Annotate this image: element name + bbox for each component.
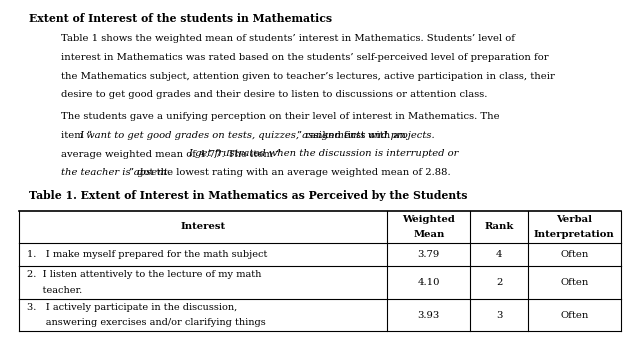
Text: Verbal: Verbal [556, 215, 593, 224]
Text: item “: item “ [61, 131, 92, 140]
Text: Often: Often [560, 250, 589, 259]
Text: average weighted mean of 4.77. The item “: average weighted mean of 4.77. The item … [61, 149, 281, 159]
Text: Interest: Interest [180, 222, 226, 231]
Text: Mean: Mean [413, 230, 445, 239]
Text: 3.79: 3.79 [418, 250, 440, 259]
Text: the teacher is absent.: the teacher is absent. [61, 168, 170, 177]
Text: ” got the lowest rating with an average weighted mean of 2.88.: ” got the lowest rating with an average … [129, 168, 451, 177]
Text: 2: 2 [496, 278, 502, 287]
Text: 4.10: 4.10 [417, 278, 440, 287]
Text: Often: Often [560, 311, 589, 320]
Text: 3: 3 [496, 311, 502, 320]
Text: the Mathematics subject, attention given to teacher’s lectures, active participa: the Mathematics subject, attention given… [61, 72, 555, 81]
Text: 3.   I actively participate in the discussion,: 3. I actively participate in the discuss… [27, 303, 237, 312]
Text: 1.   I make myself prepared for the math subject: 1. I make myself prepared for the math s… [27, 250, 268, 259]
Text: Weighted: Weighted [403, 215, 455, 224]
Text: Table 1 shows the weighted mean of students’ interest in Mathematics. Students’ : Table 1 shows the weighted mean of stude… [61, 34, 515, 43]
Text: Rank: Rank [484, 222, 514, 231]
Text: 4: 4 [496, 250, 502, 259]
Text: The students gave a unifying perception on their level of interest in Mathematic: The students gave a unifying perception … [61, 112, 499, 121]
Text: answering exercises and/or clarifying things: answering exercises and/or clarifying th… [27, 319, 266, 328]
Text: Table 1. Extent of Interest in Mathematics as Perceived by the Students: Table 1. Extent of Interest in Mathemati… [29, 190, 467, 201]
Text: Interpretation: Interpretation [534, 230, 615, 239]
Text: ” ranked first with an: ” ranked first with an [297, 131, 406, 140]
Text: desire to get good grades and their desire to listen to discussions or attention: desire to get good grades and their desi… [61, 90, 487, 99]
Text: Extent of Interest of the students in Mathematics: Extent of Interest of the students in Ma… [29, 13, 332, 24]
Text: I want to get good grades on tests, quizzes, assignments and projects.: I want to get good grades on tests, quiz… [79, 131, 435, 140]
Text: Often: Often [560, 278, 589, 287]
Text: 3.93: 3.93 [418, 311, 440, 320]
Text: teacher.: teacher. [27, 286, 82, 295]
Text: interest in Mathematics was rated based on the students’ self-perceived level of: interest in Mathematics was rated based … [61, 53, 548, 62]
Text: I get frustrated when the discussion is interrupted or: I get frustrated when the discussion is … [188, 149, 458, 158]
Text: 2.  I listen attentively to the lecture of my math: 2. I listen attentively to the lecture o… [27, 270, 261, 279]
